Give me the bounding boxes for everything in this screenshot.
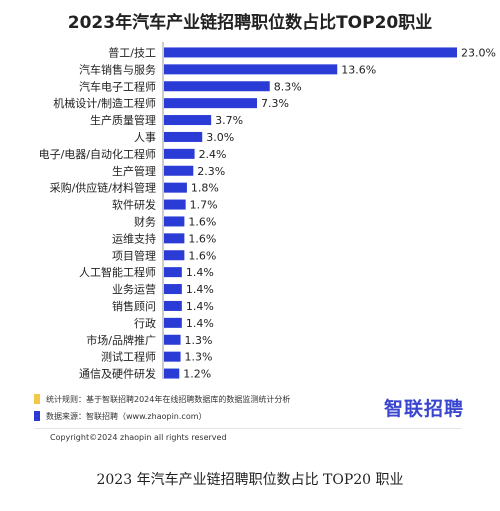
legend-swatch-source: [34, 411, 40, 421]
chart-title: 2023年汽车产业链招聘职位数占比TOP20职业: [67, 13, 433, 33]
bar: [164, 334, 181, 345]
legend-label-rule: 统计规则：基于智联招聘2024年在线招聘数据库的数据监测统计分析: [46, 394, 291, 404]
value-label: 1.6%: [188, 215, 216, 228]
bar: [164, 317, 182, 328]
bar: [164, 351, 181, 362]
bar: [164, 216, 185, 227]
bar: [164, 165, 194, 176]
value-label: 1.4%: [186, 266, 214, 279]
value-label: 1.4%: [186, 300, 214, 313]
value-label: 23.0%: [461, 46, 496, 59]
legend: 统计规则：基于智联招聘2024年在线招聘数据库的数据监测统计分析 数据来源：智联…: [34, 392, 290, 426]
copyright-text: Copyright©2024 zhaopin all rights reserv…: [50, 433, 227, 442]
category-label: 机械设计/制造工程师: [53, 96, 156, 110]
caption: 2023 年汽车产业链招聘职位数占比 TOP20 职业: [96, 472, 404, 488]
value-label: 3.0%: [206, 131, 234, 144]
value-label: 1.6%: [188, 232, 216, 245]
category-label: 生产管理: [112, 164, 156, 178]
value-label: 1.3%: [185, 351, 213, 364]
category-label: 汽车电子工程师: [79, 79, 156, 93]
category-label: 人事: [134, 131, 156, 144]
category-label: 人工智能工程师: [79, 265, 156, 279]
category-label: 销售顾问: [112, 299, 156, 313]
category-label: 运维支持: [112, 231, 156, 245]
value-label: 2.4%: [199, 148, 227, 161]
category-label: 项目管理: [112, 248, 156, 262]
bar: [164, 81, 270, 92]
bar: [164, 64, 338, 75]
bar: [164, 148, 195, 159]
bar: [164, 368, 180, 379]
bar: [164, 115, 212, 126]
legend-item-source: 数据来源：智联招聘（www.zhaopin.com）: [34, 409, 290, 423]
bar: [164, 300, 182, 311]
value-label: 1.3%: [185, 334, 213, 347]
bar: [164, 284, 182, 295]
bar: [164, 267, 182, 278]
legend-swatch-rule: [34, 394, 40, 404]
category-label: 财务: [134, 214, 156, 228]
category-label: 通信及硬件研发: [79, 367, 156, 381]
value-label: 1.8%: [191, 182, 219, 195]
bar-chart: 普工/技工 23.0% 汽车销售与服务 13.6% 汽车电子工程师 8.3% 机械设计/制造…: [39, 42, 496, 381]
category-label: 电子/电器/自动化工程师: [39, 147, 156, 161]
value-label: 7.3%: [261, 97, 289, 110]
category-label: 普工/技工: [108, 45, 156, 59]
category-label: 生产质量管理: [90, 113, 156, 127]
legend-item-rule: 统计规则：基于智联招聘2024年在线招聘数据库的数据监测统计分析: [34, 392, 290, 406]
category-label: 测试工程师: [101, 351, 156, 364]
value-label: 1.4%: [186, 317, 214, 330]
bar: [164, 199, 186, 210]
category-label: 业务运营: [112, 282, 156, 296]
value-label: 8.3%: [274, 80, 302, 93]
divider: [34, 428, 462, 429]
value-label: 2.3%: [197, 165, 225, 178]
bar: [164, 98, 257, 109]
category-label: 行政: [134, 316, 156, 330]
bar: [164, 182, 187, 193]
bar: [164, 250, 185, 261]
bar: [164, 47, 457, 58]
value-label: 13.6%: [341, 63, 376, 76]
value-label: 1.2%: [183, 368, 211, 381]
value-label: 3.7%: [215, 114, 243, 127]
category-label: 汽车销售与服务: [79, 62, 156, 76]
bar: [164, 131, 203, 142]
bar: [164, 233, 185, 244]
category-label: 采购/供应链/材料管理: [50, 181, 156, 195]
brand-logo: 智联招聘: [384, 398, 465, 420]
value-label: 1.7%: [190, 199, 218, 212]
legend-label-source: 数据来源：智联招聘（www.zhaopin.com）: [46, 411, 207, 421]
value-label: 1.6%: [188, 249, 216, 262]
value-label: 1.4%: [186, 283, 214, 296]
category-label: 市场/品牌推广: [86, 333, 156, 347]
category-label: 软件研发: [112, 198, 156, 212]
